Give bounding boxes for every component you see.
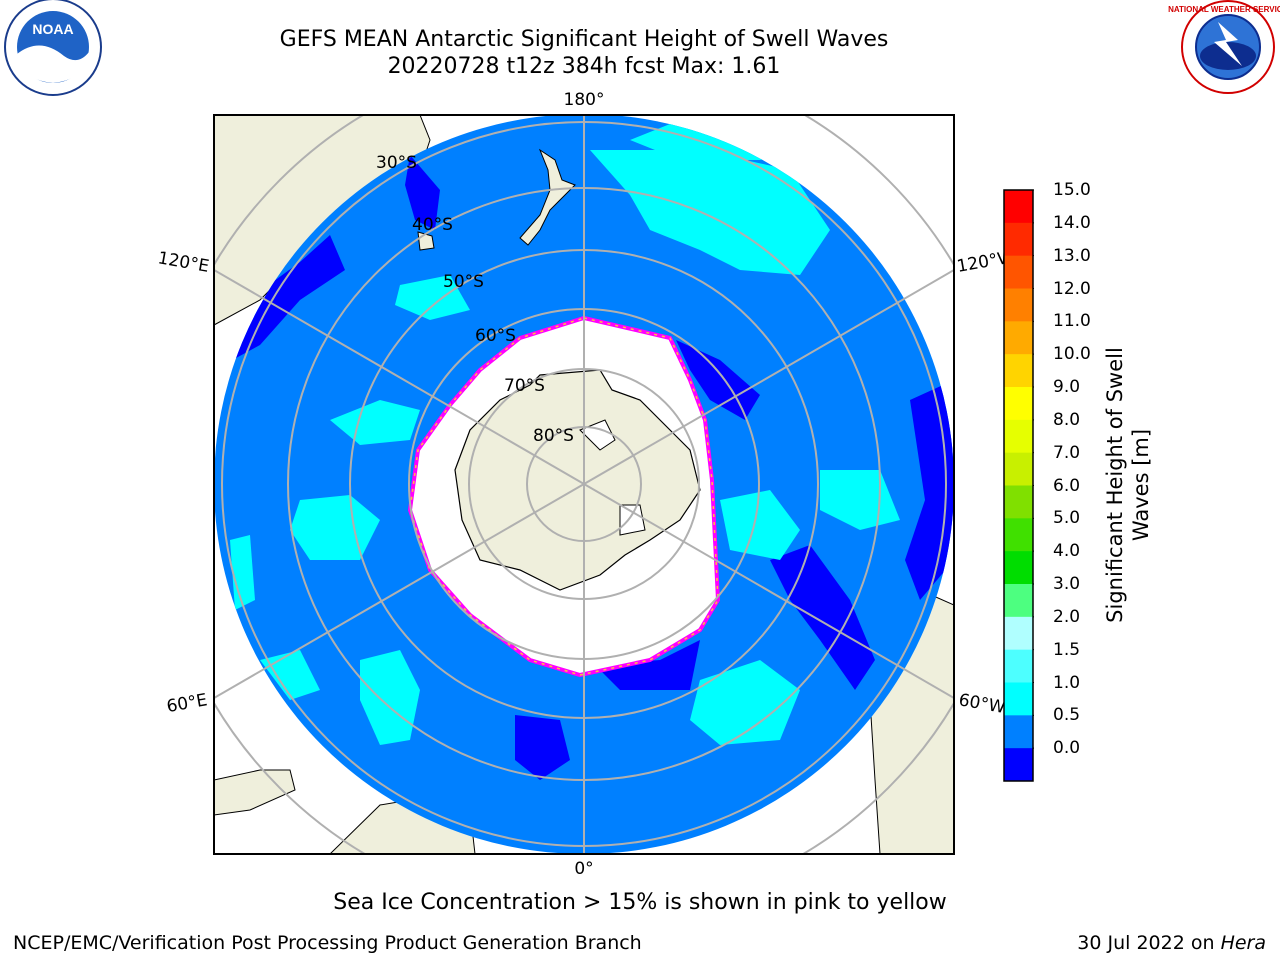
colorbar-tick-label: 2.0 [1053,606,1081,627]
lon-label-180: 180° [564,90,605,110]
colorbar-tick-label: 10.0 [1053,344,1091,365]
colorbar-segment [1004,288,1033,322]
lon-label-60w: 60°W [957,690,1007,718]
lon-label-0: 0° [574,859,593,879]
colorbar-segment [1004,616,1033,651]
noaa-logo: NOAA [4,0,102,96]
noaa-logo-text: NOAA [32,21,73,37]
colorbar-segment [1004,419,1033,454]
lat-label-30s: 30°S [376,153,417,173]
colorbar-tick-label: 3.0 [1053,574,1081,594]
colorbar-segment [1004,222,1033,257]
colorbar-segment [1004,255,1033,289]
lat-label-50s: 50°S [443,272,484,292]
colorbar-tick-label: 9.0 [1053,377,1081,397]
colorbar-tick-label: 4.0 [1053,541,1081,562]
chart-subtitle: 20220728 t12z 384h fcst Max: 1.61 [387,54,781,79]
colorbar-tick-label: 13.0 [1053,245,1091,266]
date-stamp: 30 Jul 2022 on Hera [1077,932,1266,954]
colorbar-segment [1004,551,1033,585]
caption: Sea Ice Concentration > 15% is shown in … [333,890,947,915]
colorbar-segment [1004,485,1033,519]
colorbar-segment [1004,748,1033,782]
lon-label-120e: 120°E [156,248,210,277]
colorbar-segment [1004,321,1033,355]
colorbar-tick-label: 12.0 [1053,278,1091,299]
colorbar-segment [1004,682,1033,716]
lat-label-80s: 80°S [533,426,574,446]
lat-label-70s: 70°S [504,376,545,396]
colorbar-tick-label: 0.5 [1053,705,1081,726]
colorbar-segment [1004,190,1033,224]
lat-label-40s: 40°S [412,215,453,235]
colorbar-tick-label: 5.0 [1053,508,1081,529]
lon-label-60e: 60°E [165,690,209,717]
date-text: 30 Jul 2022 on [1077,932,1215,954]
colorbar-segment [1004,584,1033,618]
colorbar-segment [1004,649,1033,683]
colorbar-tick-label: 14.0 [1053,212,1091,233]
colorbar-segment [1004,354,1033,388]
colorbar-tick-label: 7.0 [1053,442,1081,463]
sea-ice-edge [409,317,719,676]
colorbar [1003,189,1034,782]
colorbar-tick-label: 1.0 [1053,672,1081,693]
colorbar-tick-label: 15.0 [1053,180,1091,200]
lat-label-60s: 60°S [475,326,516,346]
map-frame [213,114,955,855]
colorbar-tick-label: 1.5 [1053,639,1081,660]
chart-title: GEFS MEAN Antarctic Significant Height o… [279,27,889,52]
colorbar-tick-label: 6.0 [1053,475,1081,496]
graticule [214,115,954,854]
host-name: Hera [1220,932,1266,954]
colorbar-label: Significant Height of Swell Waves [m] [1103,347,1153,623]
nws-logo-text: NATIONAL WEATHER SERVICE [1168,5,1280,14]
colorbar-segment [1004,518,1033,552]
colorbar-tick-label: 11.0 [1053,311,1091,332]
colorbar-segment [1004,715,1033,749]
credit-line: NCEP/EMC/Verification Post Processing Pr… [13,932,642,954]
colorbar-tick-label: 0.0 [1053,738,1081,759]
colorbar-segment [1004,387,1033,421]
colorbar-tick-label: 8.0 [1053,409,1081,430]
colorbar-segment [1004,452,1033,486]
nws-logo: NATIONAL WEATHER SERVICE [1168,0,1280,94]
